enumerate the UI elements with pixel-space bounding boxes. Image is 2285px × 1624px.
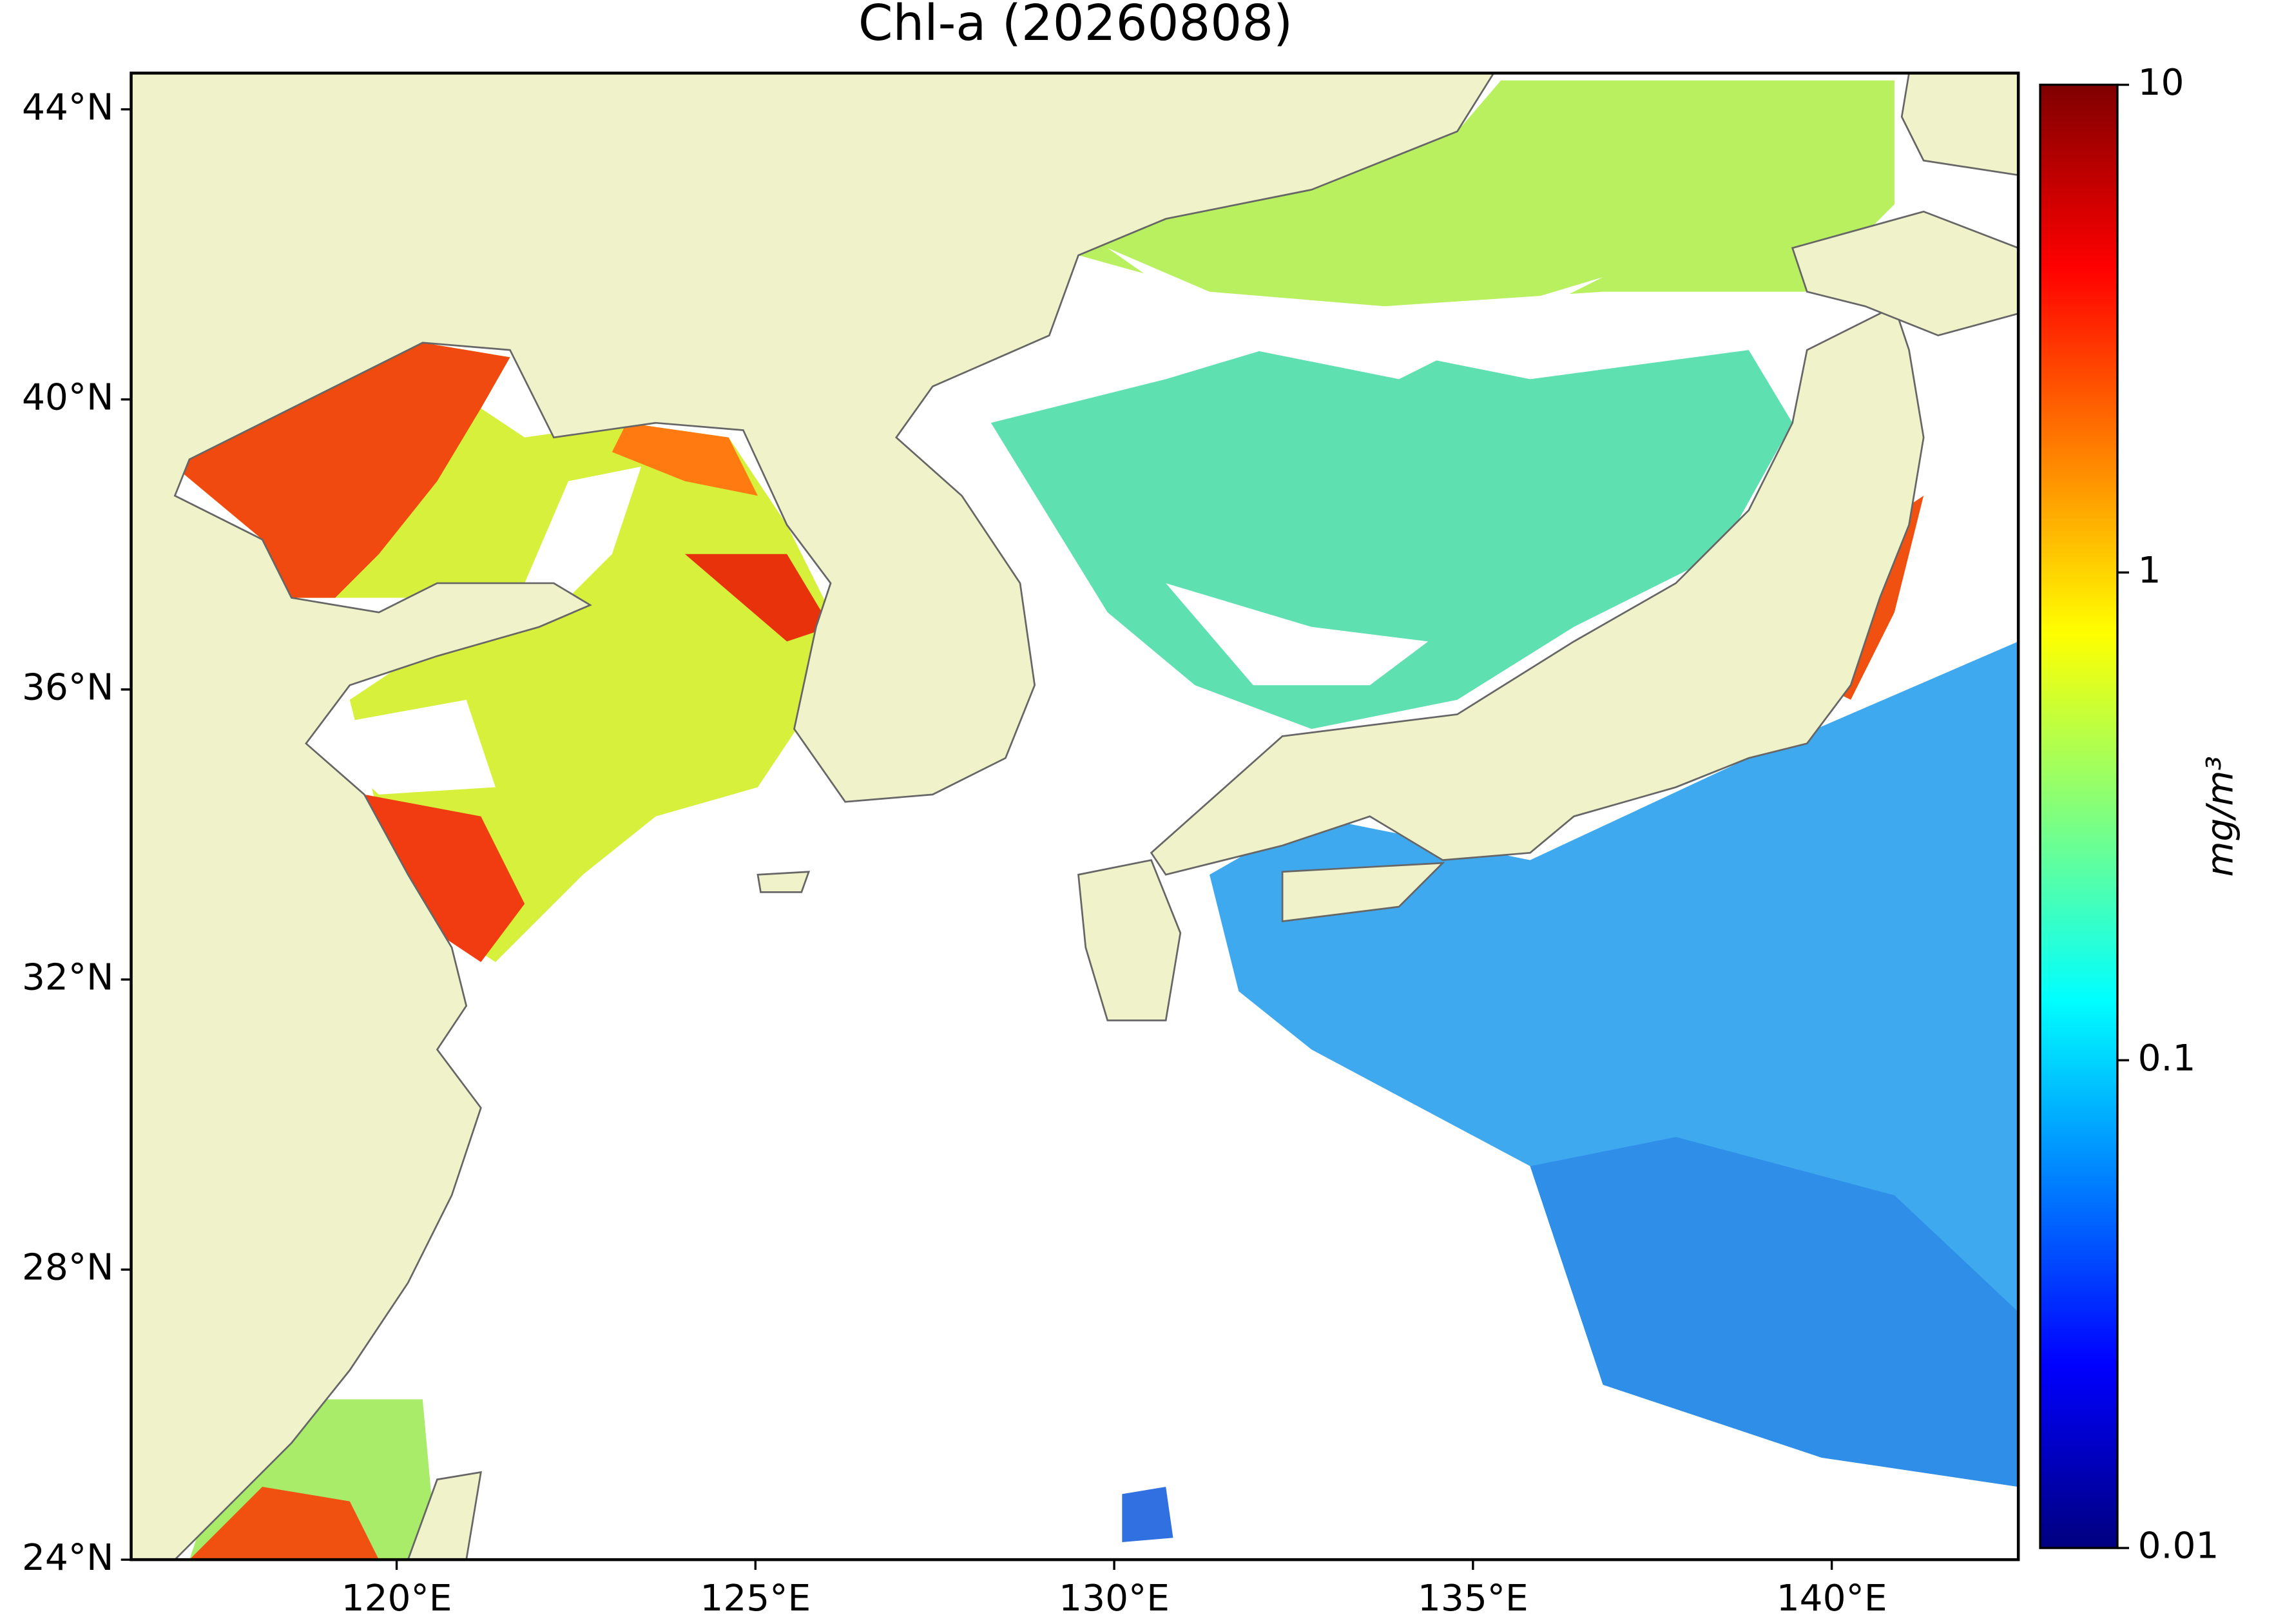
coastal-field bbox=[612, 423, 758, 496]
cloud bbox=[305, 699, 496, 795]
cloud bbox=[1107, 247, 1603, 380]
y-tick-label: 32°N bbox=[22, 957, 113, 999]
land-hokkaido bbox=[1791, 210, 2019, 336]
land-taiwan bbox=[407, 1471, 482, 1560]
x-tick-label: 125°E bbox=[700, 1578, 811, 1619]
japan-sea-field bbox=[990, 335, 1793, 730]
y-tick-label: 28°N bbox=[22, 1247, 113, 1289]
colorbar-tick-label: 1 bbox=[2138, 550, 2161, 592]
taiwan-field bbox=[189, 1487, 379, 1560]
chart-title: Chl-a (20260808) bbox=[858, 0, 1293, 52]
colorbar-tick-label: 0.1 bbox=[2138, 1038, 2196, 1079]
x-tick-label: 130°E bbox=[1059, 1578, 1170, 1619]
bohai-field bbox=[175, 342, 510, 598]
y-tick-label: 40°N bbox=[22, 376, 113, 418]
land-shikoku bbox=[1281, 862, 1445, 923]
x-tick-label: 135°E bbox=[1418, 1578, 1528, 1619]
colorbar-label: mg/m³ bbox=[2199, 756, 2241, 877]
y-tick-label: 36°N bbox=[22, 666, 113, 708]
coastal-field bbox=[684, 554, 831, 642]
land-kyushu bbox=[1077, 859, 1182, 1021]
land-asia bbox=[131, 73, 1495, 1560]
pacific-field bbox=[1122, 1487, 1173, 1543]
colorbar-tick-label: 0.01 bbox=[2138, 1525, 2219, 1567]
pacific-field bbox=[1530, 1137, 2019, 1487]
y-tick-label: 44°N bbox=[22, 86, 113, 128]
colorbar bbox=[2039, 83, 2119, 1549]
cloud bbox=[1166, 583, 1429, 686]
map-frame bbox=[130, 72, 2020, 1561]
land-jeju bbox=[757, 871, 811, 893]
land-sakhalin bbox=[1900, 73, 2019, 177]
land-honshu bbox=[1150, 305, 1925, 876]
coastal-field bbox=[364, 794, 525, 962]
y-tick-label: 24°N bbox=[22, 1537, 113, 1579]
x-tick-label: 140°E bbox=[1777, 1578, 1887, 1619]
x-tick-label: 120°E bbox=[342, 1578, 452, 1619]
colorbar-tick-label: 10 bbox=[2138, 62, 2184, 104]
map bbox=[131, 73, 2019, 1560]
japan-sea-field bbox=[1078, 80, 1895, 307]
cloud bbox=[525, 467, 642, 598]
